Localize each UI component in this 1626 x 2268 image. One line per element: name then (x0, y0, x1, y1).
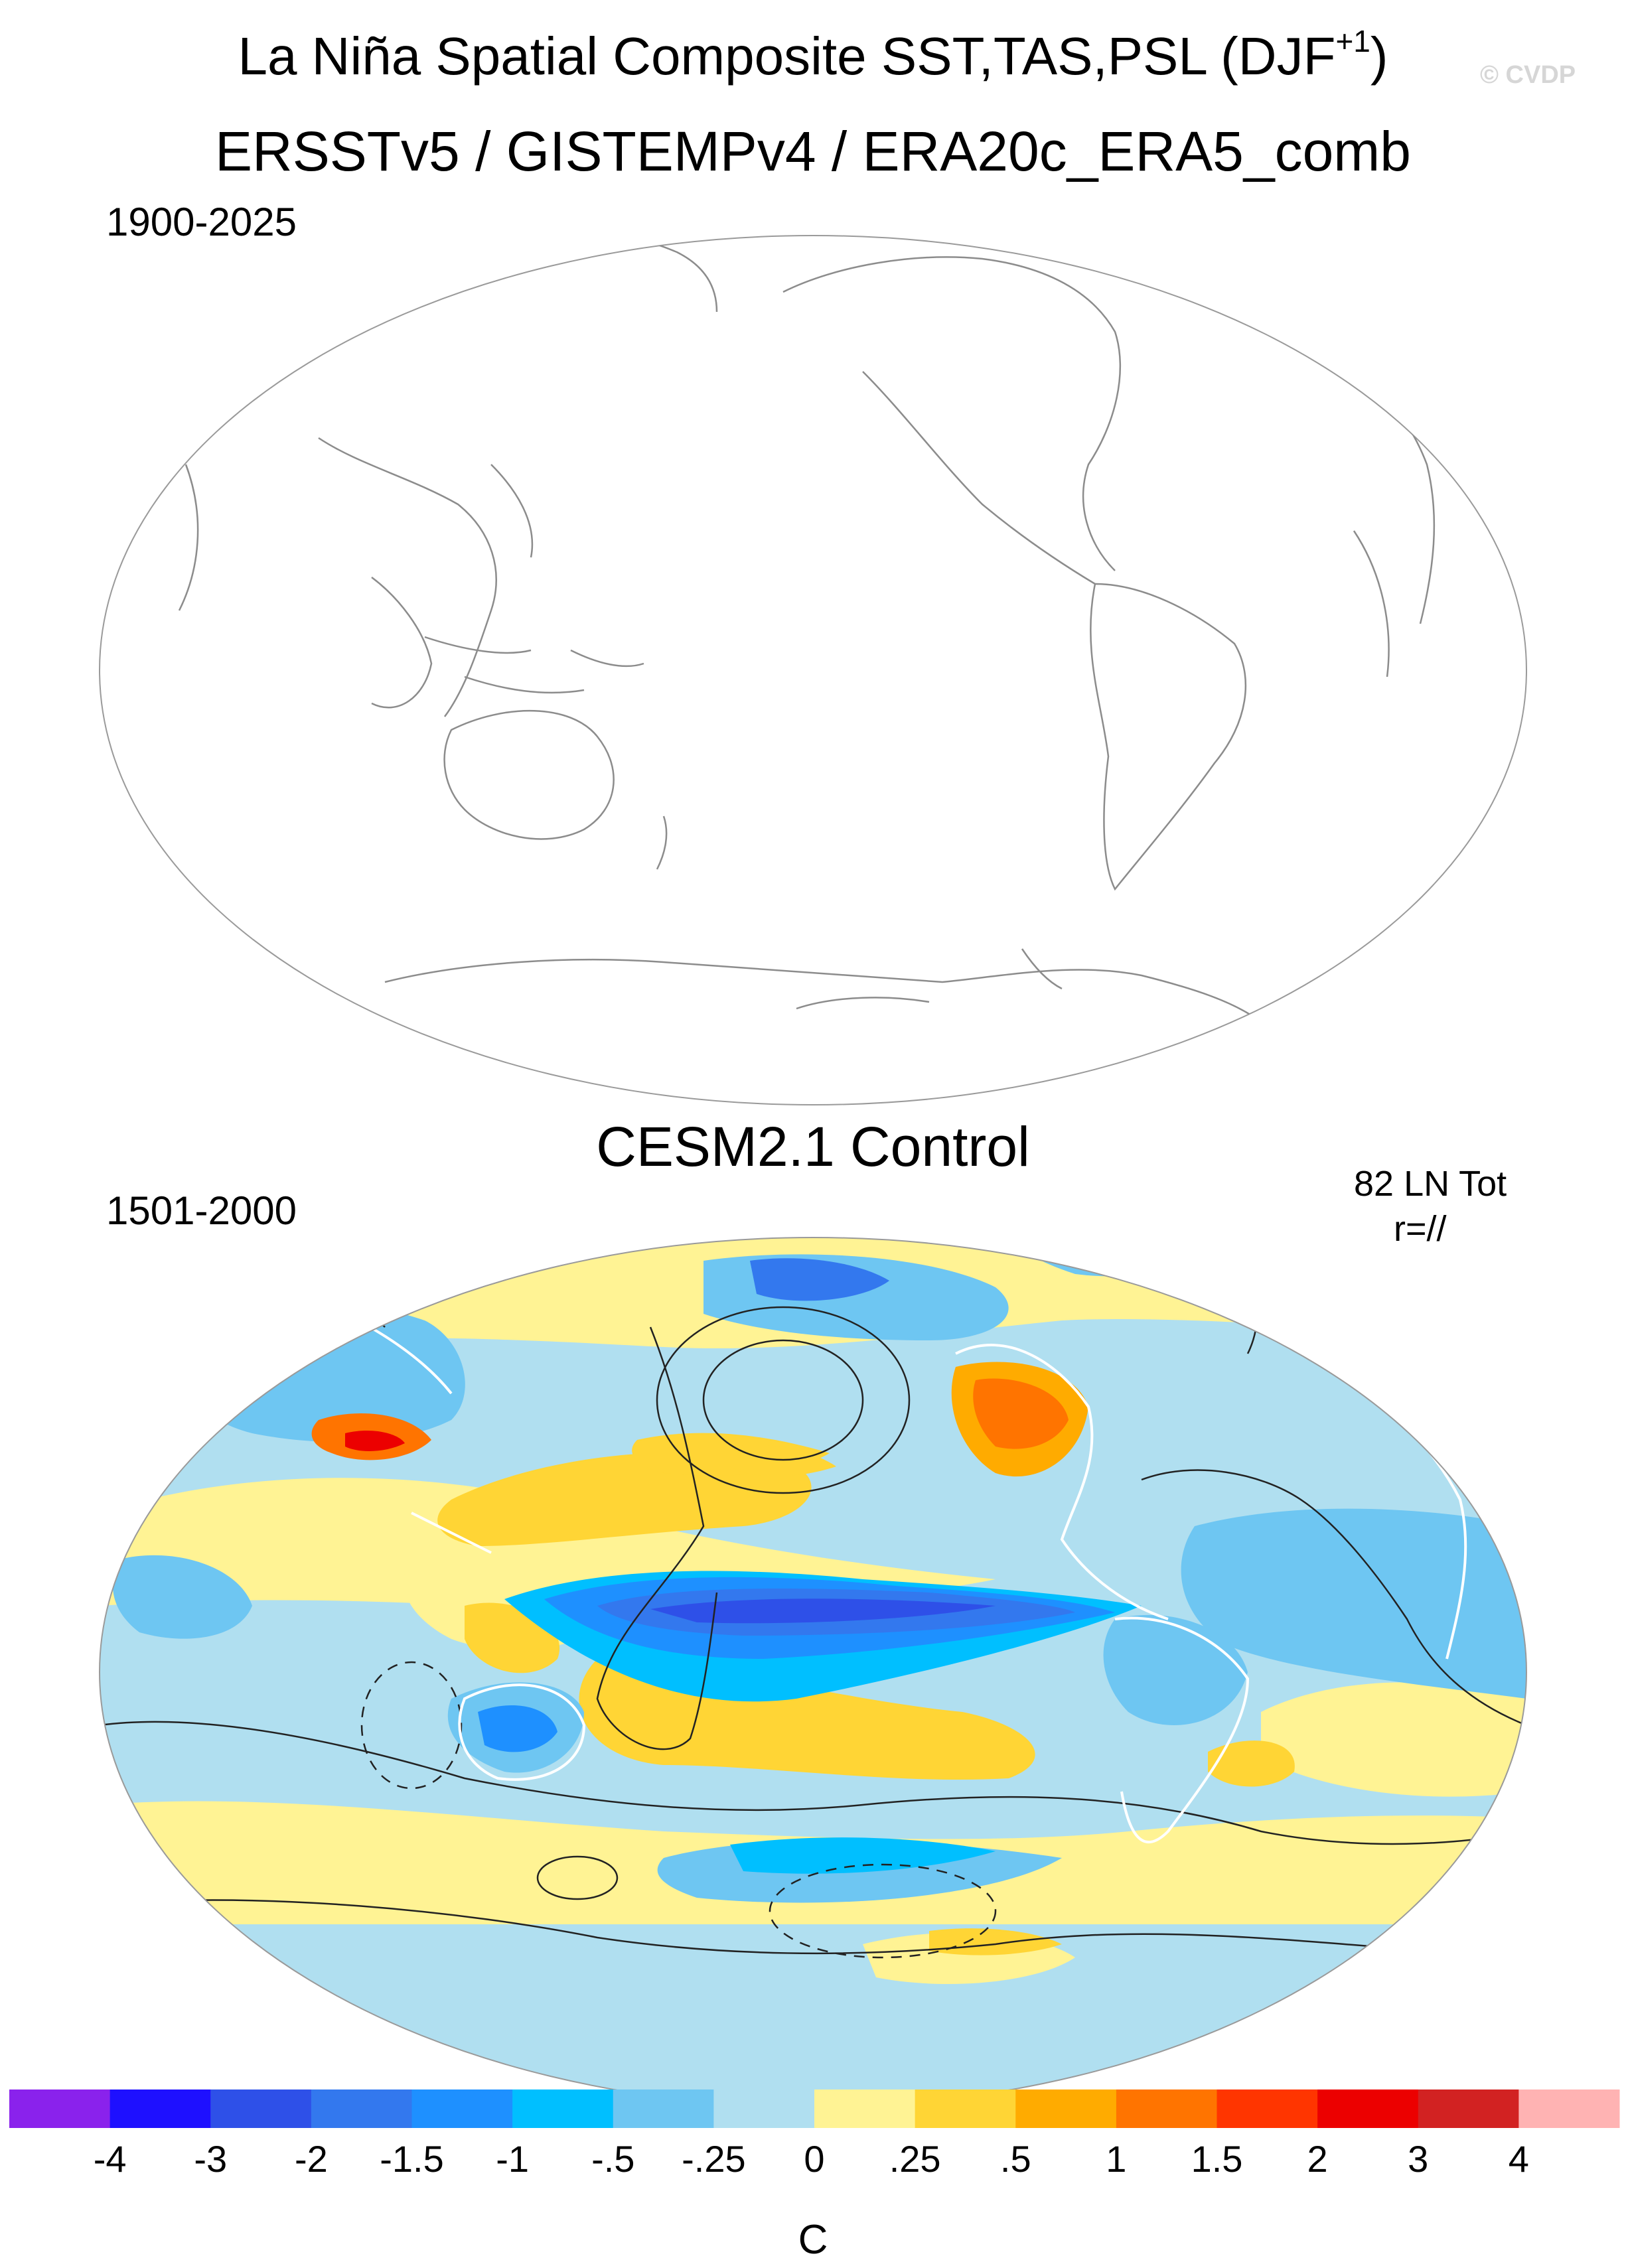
colorbar-tick-label: -2 (295, 2138, 328, 2180)
obs-map-boundary (99, 235, 1527, 1105)
colorbar-tick-label: 0 (804, 2138, 824, 2180)
colorbar-swatch (210, 2090, 312, 2128)
model-period-label: 1501-2000 (106, 1188, 297, 1233)
colorbar-tick-label: .25 (889, 2138, 941, 2180)
title-text: La Niña Spatial Composite SST,TAS,PSL (D… (238, 27, 1336, 86)
event-count-label: 82 LN Tot (1354, 1164, 1507, 1204)
colorbar-swatch (1317, 2090, 1419, 2128)
colorbar-tick-label: -.25 (682, 2138, 746, 2180)
colorbar-swatch (1518, 2090, 1620, 2128)
title-superscript: +1 (1335, 24, 1370, 58)
obs-map (99, 235, 1527, 1105)
watermark: © CVDP (1480, 61, 1576, 89)
colorbar-swatch (814, 2090, 916, 2128)
colorbar-tick-label: -.5 (591, 2138, 634, 2180)
colorbar-unit: C (798, 2217, 828, 2263)
colorbar-tick-label: -4 (94, 2138, 127, 2180)
colorbar-tick-label: .5 (1000, 2138, 1031, 2180)
colorbar-swatch (713, 2090, 815, 2128)
colorbar-swatch (613, 2090, 714, 2128)
colorbar-swatch (512, 2090, 614, 2128)
colorbar-tick-label: -3 (194, 2138, 227, 2180)
model-shading (100, 1238, 1526, 2107)
colorbar-swatch (915, 2090, 1016, 2128)
colorbar-swatch (1015, 2090, 1117, 2128)
obs-panel-title: ERSSTv5 / GISTEMPv4 / ERA20c_ERA5_comb (215, 120, 1411, 182)
figure-title: La Niña Spatial Composite SST,TAS,PSL (D… (0, 24, 1626, 86)
colorbar-tick-label: 3 (1408, 2138, 1428, 2180)
model-panel-title: CESM2.1 Control (596, 1115, 1030, 1178)
colorbar-tick-label: 2 (1307, 2138, 1328, 2180)
colorbar-swatch (1418, 2090, 1519, 2128)
colorbar-swatch (311, 2090, 412, 2128)
pattern-correlation-label: r=// (1394, 1209, 1447, 1249)
colorbar-swatch (9, 2090, 111, 2128)
psl-negative-contours (360, 1661, 997, 1959)
colorbar-tick-label: -1 (496, 2138, 529, 2180)
colorbar-swatch (110, 2090, 211, 2128)
title-suffix: ) (1370, 27, 1388, 86)
colorbar-tick-label: 1.5 (1191, 2138, 1243, 2180)
obs-period-label: 1900-2025 (106, 200, 297, 244)
colorbar-swatch (1116, 2090, 1217, 2128)
colorbar-swatch (1217, 2090, 1318, 2128)
colorbar: -4 -3 -2 -1.5 -1 -.5 -.25 0 .25 .5 1 1.5 2 3 4 (9, 2090, 1620, 2180)
colorbar-tick-label: 4 (1509, 2138, 1529, 2180)
colorbar-tick-label: 1 (1106, 2138, 1126, 2180)
model-map (99, 1237, 1527, 2107)
colorbar-tick-label: -1.5 (380, 2138, 444, 2180)
colorbar-swatch (411, 2090, 513, 2128)
